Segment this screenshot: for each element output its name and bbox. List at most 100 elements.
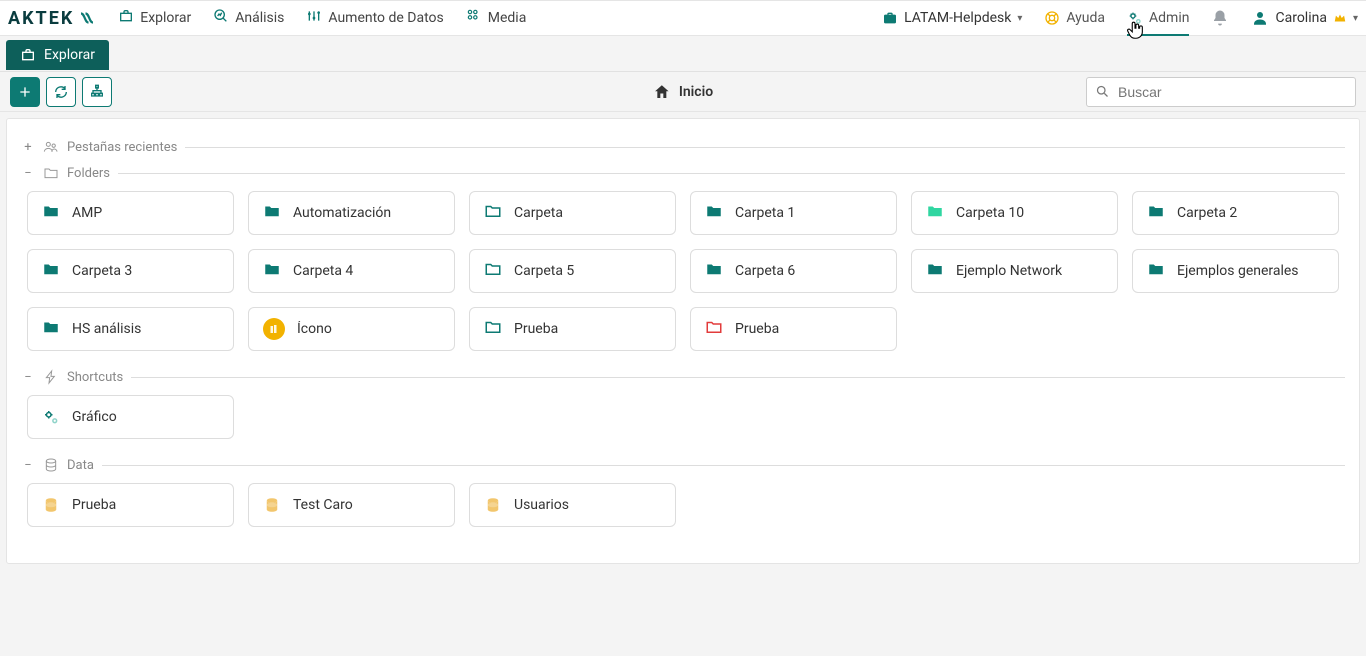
folder-icon [1147,202,1165,224]
folder-label: Ícono [297,321,332,337]
folder-card[interactable]: Ícono [248,307,455,351]
folder-icon [705,260,723,282]
help-link[interactable]: Ayuda [1044,10,1105,26]
workspace-selector[interactable]: LATAM-Helpdesk ▾ [882,10,1022,26]
admin-label: Admin [1149,10,1189,26]
section-title: Pestañas recientes [67,140,177,155]
folder-label: Ejemplo Network [956,263,1062,279]
sitemap-icon [89,84,105,100]
section-divider [118,173,1345,174]
tab-strip: Explorar [0,36,1366,72]
folder-card[interactable]: AMP [27,191,234,235]
nav-item[interactable]: Análisis [213,8,284,28]
folder-label: Carpeta 5 [514,263,574,279]
brand-logo[interactable]: AKTEK [8,8,98,29]
folder-card[interactable]: Carpeta 1 [690,191,897,235]
section-folders: − Folders [21,165,1345,181]
chevron-down-icon: ▾ [1353,13,1358,24]
nav-item[interactable]: Explorar [118,8,191,28]
data-label: Test Caro [293,497,353,513]
nav-item-label: Explorar [140,10,191,26]
folder-icon [926,202,944,224]
sliders-icon [306,8,322,28]
folder-icon [705,202,723,224]
folder-icon [43,165,59,181]
search-icon [1095,84,1110,99]
folder-label: Prueba [514,321,558,337]
nav-items: Explorar Análisis Aumento de Datos Media [118,8,526,28]
folder-label: Carpeta 10 [956,205,1024,221]
data-card[interactable]: Usuarios [469,483,676,527]
hierarchy-button[interactable] [82,77,112,107]
lifebuoy-icon [1044,10,1060,26]
collapse-toggle[interactable]: − [21,370,35,385]
folder-card[interactable]: Prueba [690,307,897,351]
folder-label: Ejemplos generales [1177,263,1299,279]
section-recent-tabs: + Pestañas recientes [21,139,1345,155]
bolt-icon [43,369,59,385]
folder-card[interactable]: Ejemplo Network [911,249,1118,293]
section-title: Shortcuts [67,370,123,385]
folders-grid: AMP Automatización Carpeta Carpeta 1 Carpeta… [21,191,1345,351]
refresh-button[interactable] [46,77,76,107]
breadcrumb-home[interactable]: Inicio [653,83,713,101]
folder-card[interactable]: Carpeta 2 [1132,191,1339,235]
folder-label: Carpeta 1 [735,205,795,221]
folder-icon [42,260,60,282]
notifications-bell-icon[interactable] [1211,9,1229,27]
apps-icon [466,8,482,28]
folder-card[interactable]: Carpeta 6 [690,249,897,293]
user-menu[interactable]: Carolina ▾ [1251,9,1358,27]
section-title: Folders [67,166,110,181]
data-card[interactable]: Test Caro [248,483,455,527]
folder-card[interactable]: Carpeta 10 [911,191,1118,235]
brand-swirl-icon [76,9,98,27]
database-icon [43,457,59,473]
section-title: Data [67,458,94,473]
nav-item-label: Análisis [235,10,284,26]
folder-card[interactable]: HS análisis [27,307,234,351]
admin-link[interactable]: Admin [1127,10,1189,36]
folder-label: Carpeta 4 [293,263,353,279]
custom-folder-icon [263,318,285,340]
folder-card[interactable]: Automatización [248,191,455,235]
section-divider [131,377,1345,378]
briefcase-icon [118,8,134,28]
folder-icon [42,318,60,340]
content-panel: + Pestañas recientes − Folders AMP Automa… [6,118,1360,564]
folder-card[interactable]: Carpeta 4 [248,249,455,293]
collapse-toggle[interactable]: − [21,166,35,181]
folder-label: HS análisis [72,321,141,337]
database-icon [263,496,281,514]
expand-toggle[interactable]: + [21,140,35,155]
gears-icon [1127,10,1143,26]
user-name: Carolina [1275,10,1326,26]
folder-card[interactable]: Carpeta [469,191,676,235]
chevron-down-icon: ▾ [1017,13,1022,24]
add-button[interactable] [10,77,40,107]
folder-icon [705,318,723,340]
folder-card[interactable]: Ejemplos generales [1132,249,1339,293]
folder-card[interactable]: Carpeta 5 [469,249,676,293]
folder-label: AMP [72,205,102,221]
plus-icon [17,84,33,100]
shortcut-card[interactable]: Gráfico [27,395,234,439]
folder-card[interactable]: Prueba [469,307,676,351]
folder-label: Carpeta 3 [72,263,132,279]
collapse-toggle[interactable]: − [21,458,35,473]
search-field[interactable] [1086,77,1356,107]
folder-icon [42,202,60,224]
nav-item-label: Aumento de Datos [328,10,443,26]
search-input[interactable] [1118,84,1347,100]
tab-label: Explorar [44,47,95,63]
section-divider [102,465,1345,466]
data-card[interactable]: Prueba [27,483,234,527]
tab-explorar[interactable]: Explorar [6,40,109,70]
folder-icon [484,202,502,224]
nav-item[interactable]: Aumento de Datos [306,8,443,28]
folder-card[interactable]: Carpeta 3 [27,249,234,293]
folder-label: Prueba [735,321,779,337]
folder-icon [263,202,281,224]
nav-item[interactable]: Media [466,8,527,28]
breadcrumb-home-label: Inicio [679,84,713,100]
